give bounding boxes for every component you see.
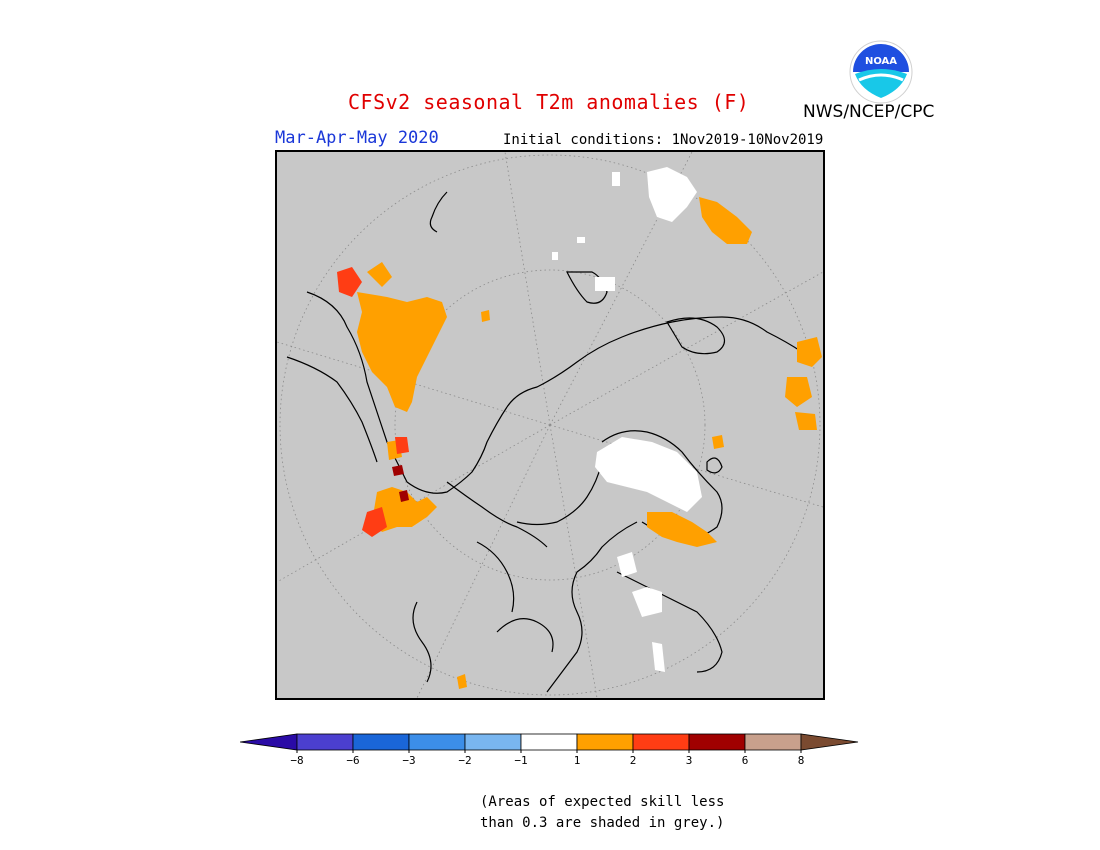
- season-label: Mar-Apr-May 2020: [275, 128, 439, 148]
- colorbar-tick-label: −8: [290, 754, 303, 767]
- colorbar-tick-label: −1: [514, 754, 527, 767]
- colorbar-tick-label: 6: [742, 754, 749, 767]
- chart-title: CFSv2 seasonal T2m anomalies (F): [348, 90, 750, 114]
- colorbar-bin: [352, 733, 410, 751]
- anomaly-neutral-patches: [397, 167, 702, 672]
- skill-note: (Areas of expected skill less than 0.3 a…: [480, 792, 724, 834]
- graticule: [277, 152, 823, 698]
- colorbar-bin: [408, 733, 466, 751]
- colorbar-tick-label: −6: [346, 754, 359, 767]
- colorbar-tick-label: −2: [458, 754, 471, 767]
- org-label: NWS/NCEP/CPC: [803, 102, 935, 122]
- anomaly-very-hot-patches: [392, 465, 409, 502]
- colorbar: −8 −6 −3 −2 −1 1 2 3 6 8: [240, 733, 859, 767]
- colorbar-bin: [464, 733, 522, 751]
- colorbar-bin: [296, 733, 354, 751]
- noaa-logo: NOAA: [849, 40, 913, 104]
- colorbar-bin: [576, 733, 634, 751]
- noaa-logo-text: NOAA: [865, 56, 897, 67]
- anomaly-warm-patches: [357, 197, 822, 689]
- polar-map: [277, 152, 823, 698]
- colorbar-bin: [520, 733, 578, 751]
- colorbar-tick-label: −3: [402, 754, 415, 767]
- colorbar-bin: [632, 733, 690, 751]
- anomaly-hot-patches: [337, 267, 409, 537]
- colorbar-bin: [688, 733, 746, 751]
- colorbar-bin: [744, 733, 802, 751]
- colorbar-tick-label: 3: [686, 754, 693, 767]
- coastlines: [286, 191, 803, 693]
- colorbar-arrow-low: [240, 733, 298, 751]
- colorbar-tick-label: 2: [630, 754, 637, 767]
- colorbar-tick-label: 8: [798, 754, 805, 767]
- initial-conditions-label: Initial conditions: 1Nov2019-10Nov2019: [503, 132, 824, 148]
- skill-note-line1: (Areas of expected skill less: [480, 794, 725, 810]
- colorbar-tick-label: 1: [574, 754, 581, 767]
- map-panel: [275, 150, 825, 700]
- colorbar-arrow-high: [800, 733, 859, 751]
- skill-note-line2: than 0.3 are shaded in grey.): [480, 815, 725, 831]
